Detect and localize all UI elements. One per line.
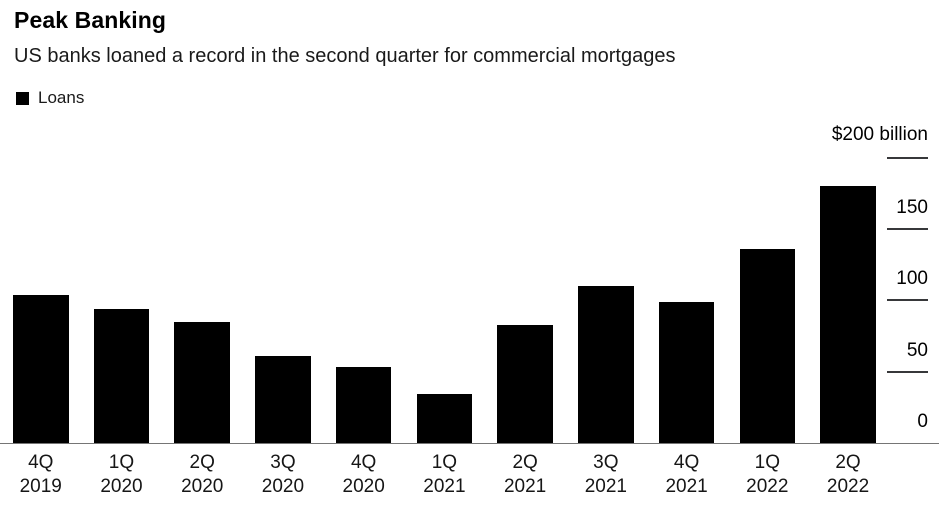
bar-3q-2020 bbox=[255, 355, 311, 443]
x-tick-label-1q-2022: 1Q 2022 bbox=[746, 452, 789, 497]
legend: Loans bbox=[16, 88, 84, 108]
chart-title: Peak Banking bbox=[14, 7, 167, 33]
y-tick-line-200 bbox=[887, 156, 928, 159]
legend-label: Loans bbox=[38, 88, 85, 107]
legend-swatch-icon bbox=[16, 91, 29, 105]
bar-2q-2020 bbox=[174, 321, 230, 443]
y-tick-line-150 bbox=[887, 227, 928, 230]
x-tick-label-1q-2021: 1Q 2021 bbox=[423, 452, 466, 497]
x-tick-label-3q-2021: 3Q 2021 bbox=[584, 452, 627, 497]
bar-1q-2021 bbox=[416, 394, 473, 443]
bar-4q-2019 bbox=[13, 294, 69, 443]
x-tick-label-1q-2020: 1Q 2020 bbox=[100, 452, 143, 497]
y-tick-line-50 bbox=[887, 370, 928, 373]
bar-3q-2021 bbox=[578, 285, 634, 443]
x-tick-label-4q-2019: 4Q 2019 bbox=[19, 452, 62, 497]
x-tick-label-4q-2020: 4Q 2020 bbox=[342, 452, 385, 497]
y-tick-label-50: 50 bbox=[906, 339, 928, 361]
bar-4q-2020 bbox=[335, 367, 392, 443]
x-axis-line bbox=[0, 443, 939, 444]
bar-1q-2020 bbox=[93, 308, 150, 443]
bar-1q-2022 bbox=[739, 248, 796, 443]
x-tick-label-2q-2020: 2Q 2020 bbox=[181, 452, 224, 497]
y-axis-top-label: $200 billion bbox=[831, 124, 928, 145]
bar-2q-2022 bbox=[820, 186, 876, 443]
x-tick-label-3q-2020: 3Q 2020 bbox=[261, 452, 305, 497]
x-tick-label-2q-2022: 2Q 2022 bbox=[826, 452, 870, 497]
x-tick-label-2q-2021: 2Q 2021 bbox=[503, 452, 547, 497]
y-tick-label-150: 150 bbox=[896, 196, 928, 218]
y-tick-label-0: 0 bbox=[917, 411, 928, 432]
chart-subtitle: US banks loaned a record in the second q… bbox=[14, 45, 676, 67]
x-tick-label-4q-2021: 4Q 2021 bbox=[665, 452, 708, 497]
y-tick-label-100: 100 bbox=[896, 268, 928, 290]
y-tick-line-100 bbox=[887, 299, 928, 302]
bar-4q-2021 bbox=[658, 301, 715, 443]
bar-2q-2021 bbox=[497, 324, 553, 443]
